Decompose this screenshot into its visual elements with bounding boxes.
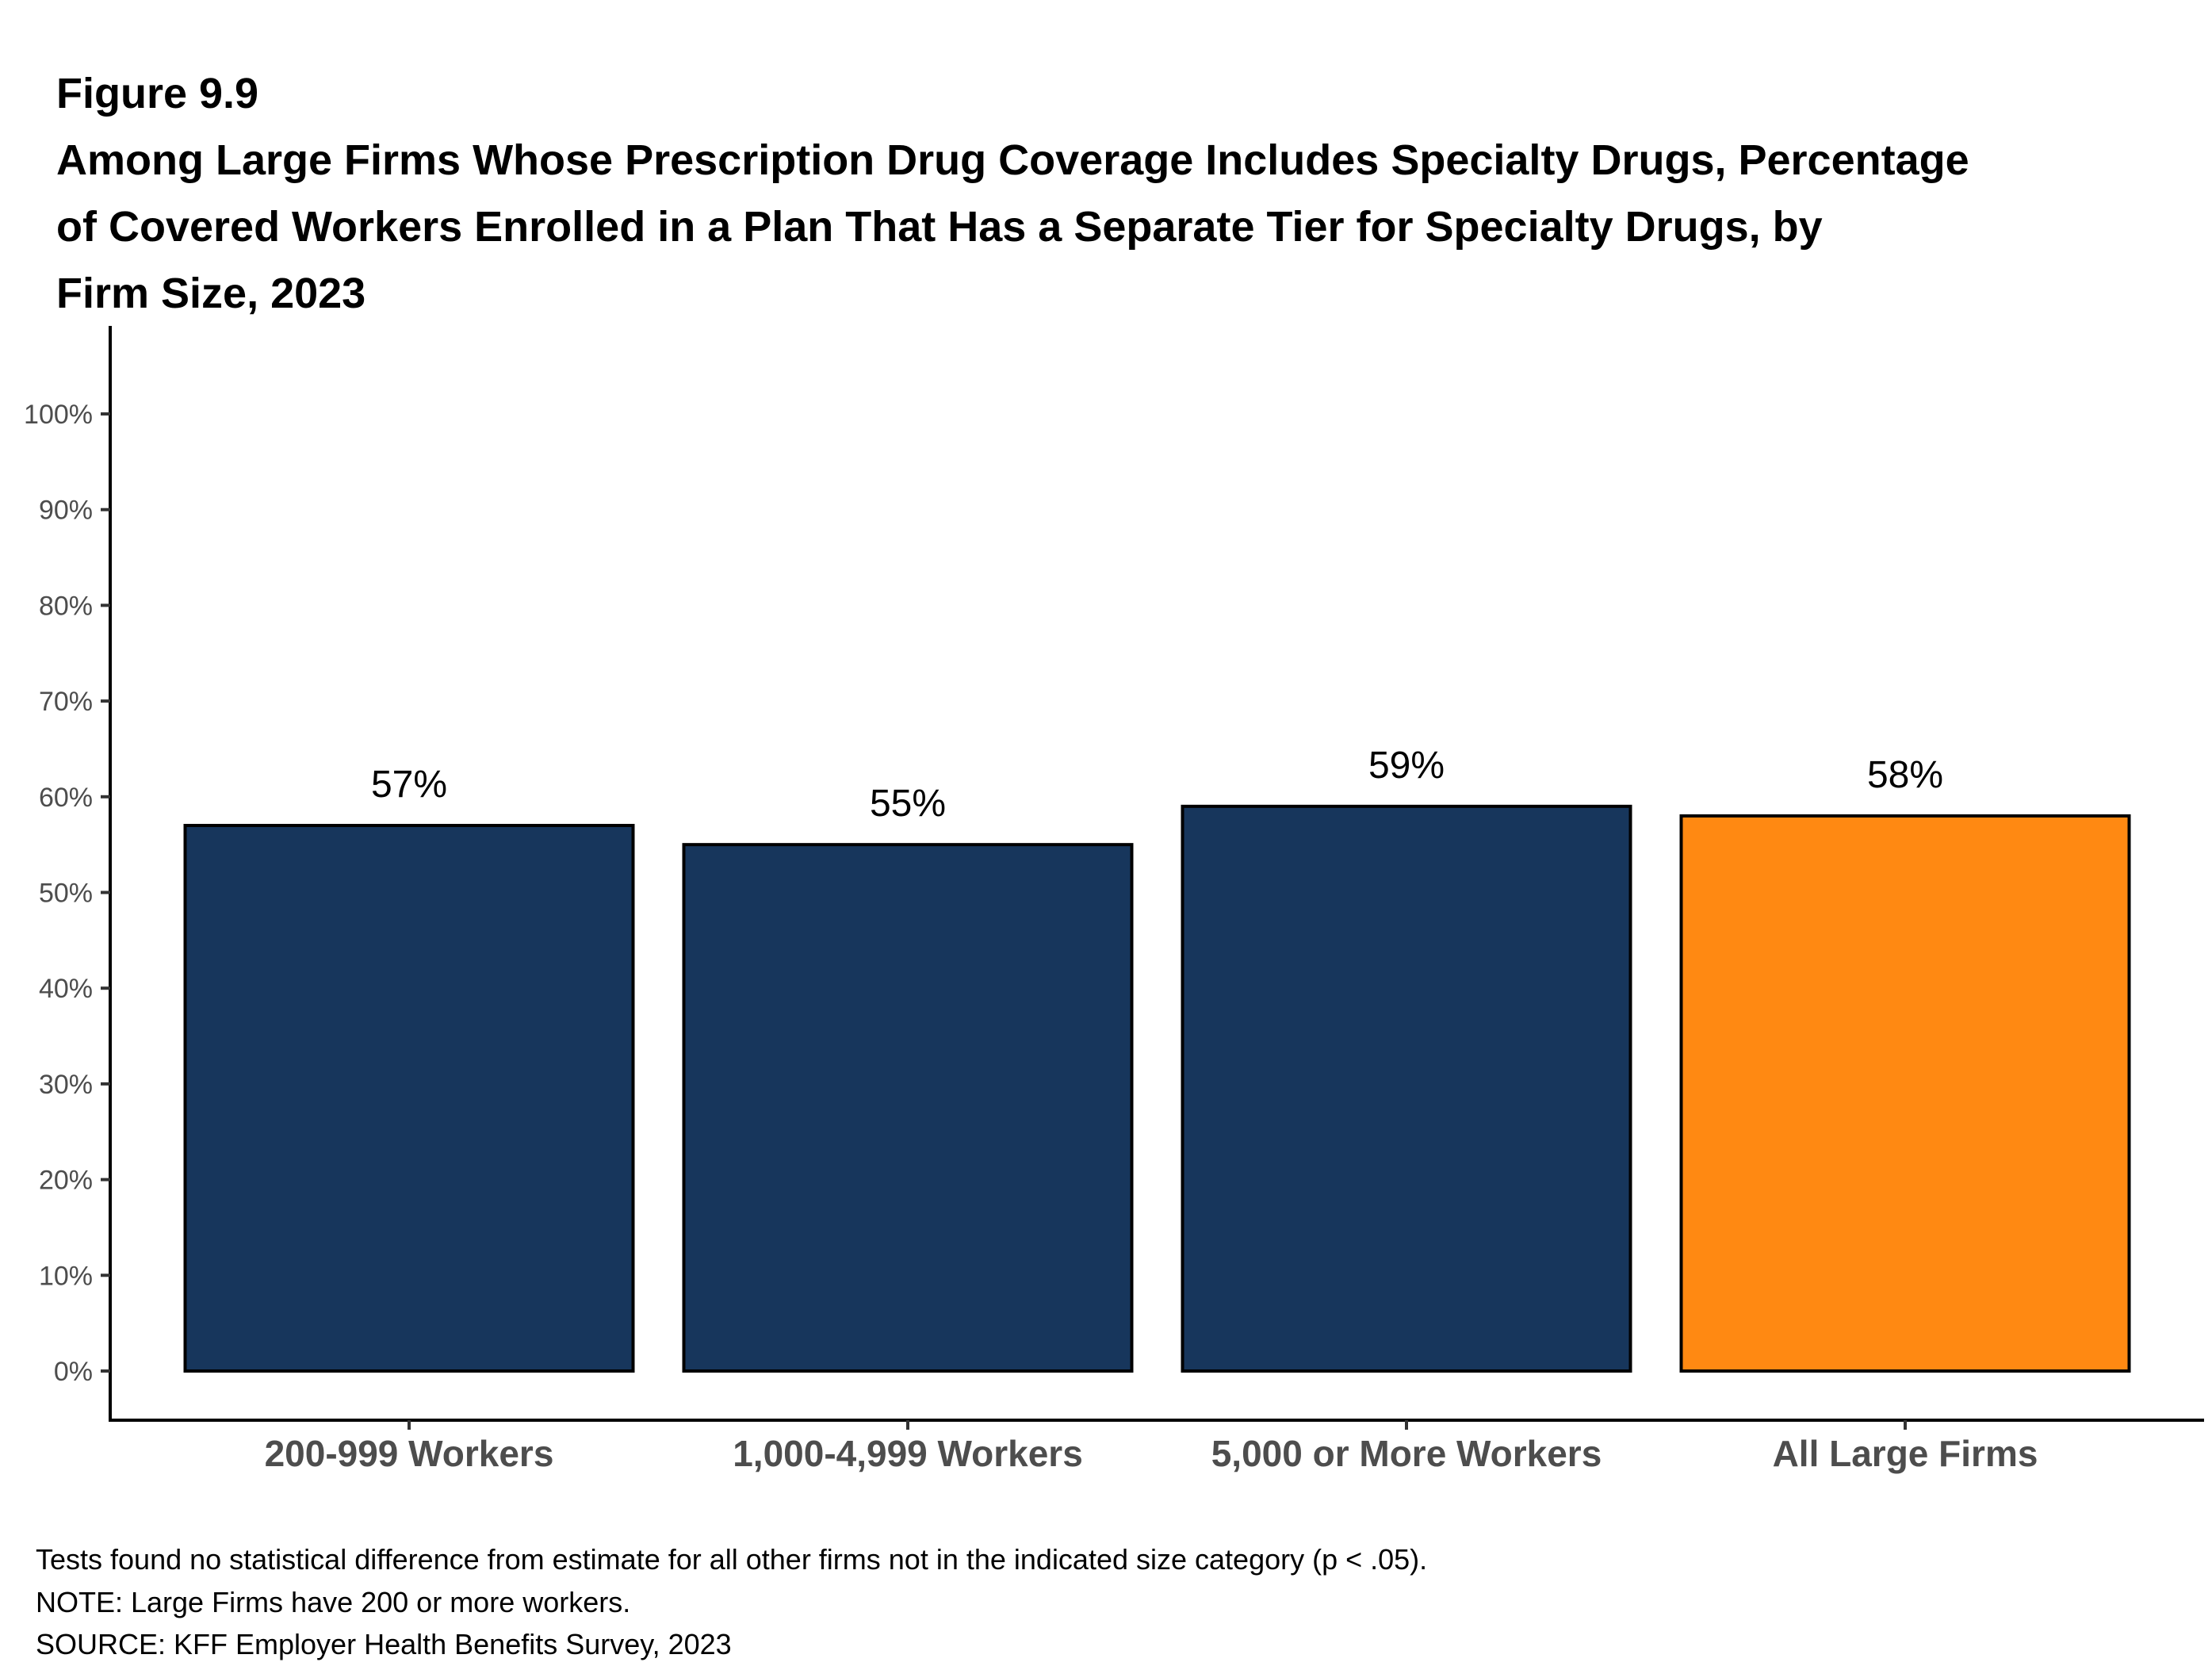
x-tick-label: 200-999 Workers — [265, 1433, 554, 1474]
value-label: 59% — [1368, 745, 1445, 787]
footnote-note: NOTE: Large Firms have 200 or more worke… — [36, 1585, 631, 1618]
y-tick-label: 10% — [39, 1261, 93, 1291]
bar-4 — [1679, 814, 2131, 1373]
figure-label: Figure 9.9 — [56, 70, 259, 117]
y-tick-label: 40% — [39, 974, 93, 1004]
footnotes: Tests found no statistical difference fr… — [36, 1538, 1427, 1666]
value-label: 55% — [870, 783, 946, 825]
footnote-tests: Tests found no statistical difference fr… — [36, 1543, 1428, 1576]
y-tick-label: 70% — [39, 687, 93, 717]
y-tick-label: 60% — [39, 783, 93, 813]
x-tick-label: All Large Firms — [1773, 1433, 2038, 1474]
footnote-source: SOURCE: KFF Employer Health Benefits Sur… — [36, 1628, 732, 1660]
y-tick-label: 30% — [39, 1070, 93, 1100]
chart-title: Figure 9.9 Among Large Firms Whose Presc… — [56, 60, 2197, 327]
y-tick-label: 20% — [39, 1166, 93, 1196]
y-tick-label: 0% — [54, 1357, 93, 1387]
bar-2 — [682, 843, 1134, 1373]
y-tick-label: 100% — [24, 400, 93, 430]
y-tick-label: 90% — [39, 496, 93, 526]
bar-1 — [183, 824, 635, 1373]
value-label: 58% — [1867, 754, 1943, 796]
x-tick-label: 5,000 or More Workers — [1211, 1433, 1602, 1474]
title-line-1: Among Large Firms Whose Prescription Dru… — [56, 136, 1969, 184]
y-tick-label: 80% — [39, 591, 93, 621]
value-label: 57% — [371, 764, 447, 806]
bar-3 — [1181, 804, 1632, 1373]
y-tick-label: 50% — [39, 879, 93, 909]
title-line-3: Firm Size, 2023 — [56, 270, 366, 317]
title-line-2: of Covered Workers Enrolled in a Plan Th… — [56, 203, 1823, 251]
x-tick-label: 1,000-4,999 Workers — [733, 1433, 1083, 1474]
